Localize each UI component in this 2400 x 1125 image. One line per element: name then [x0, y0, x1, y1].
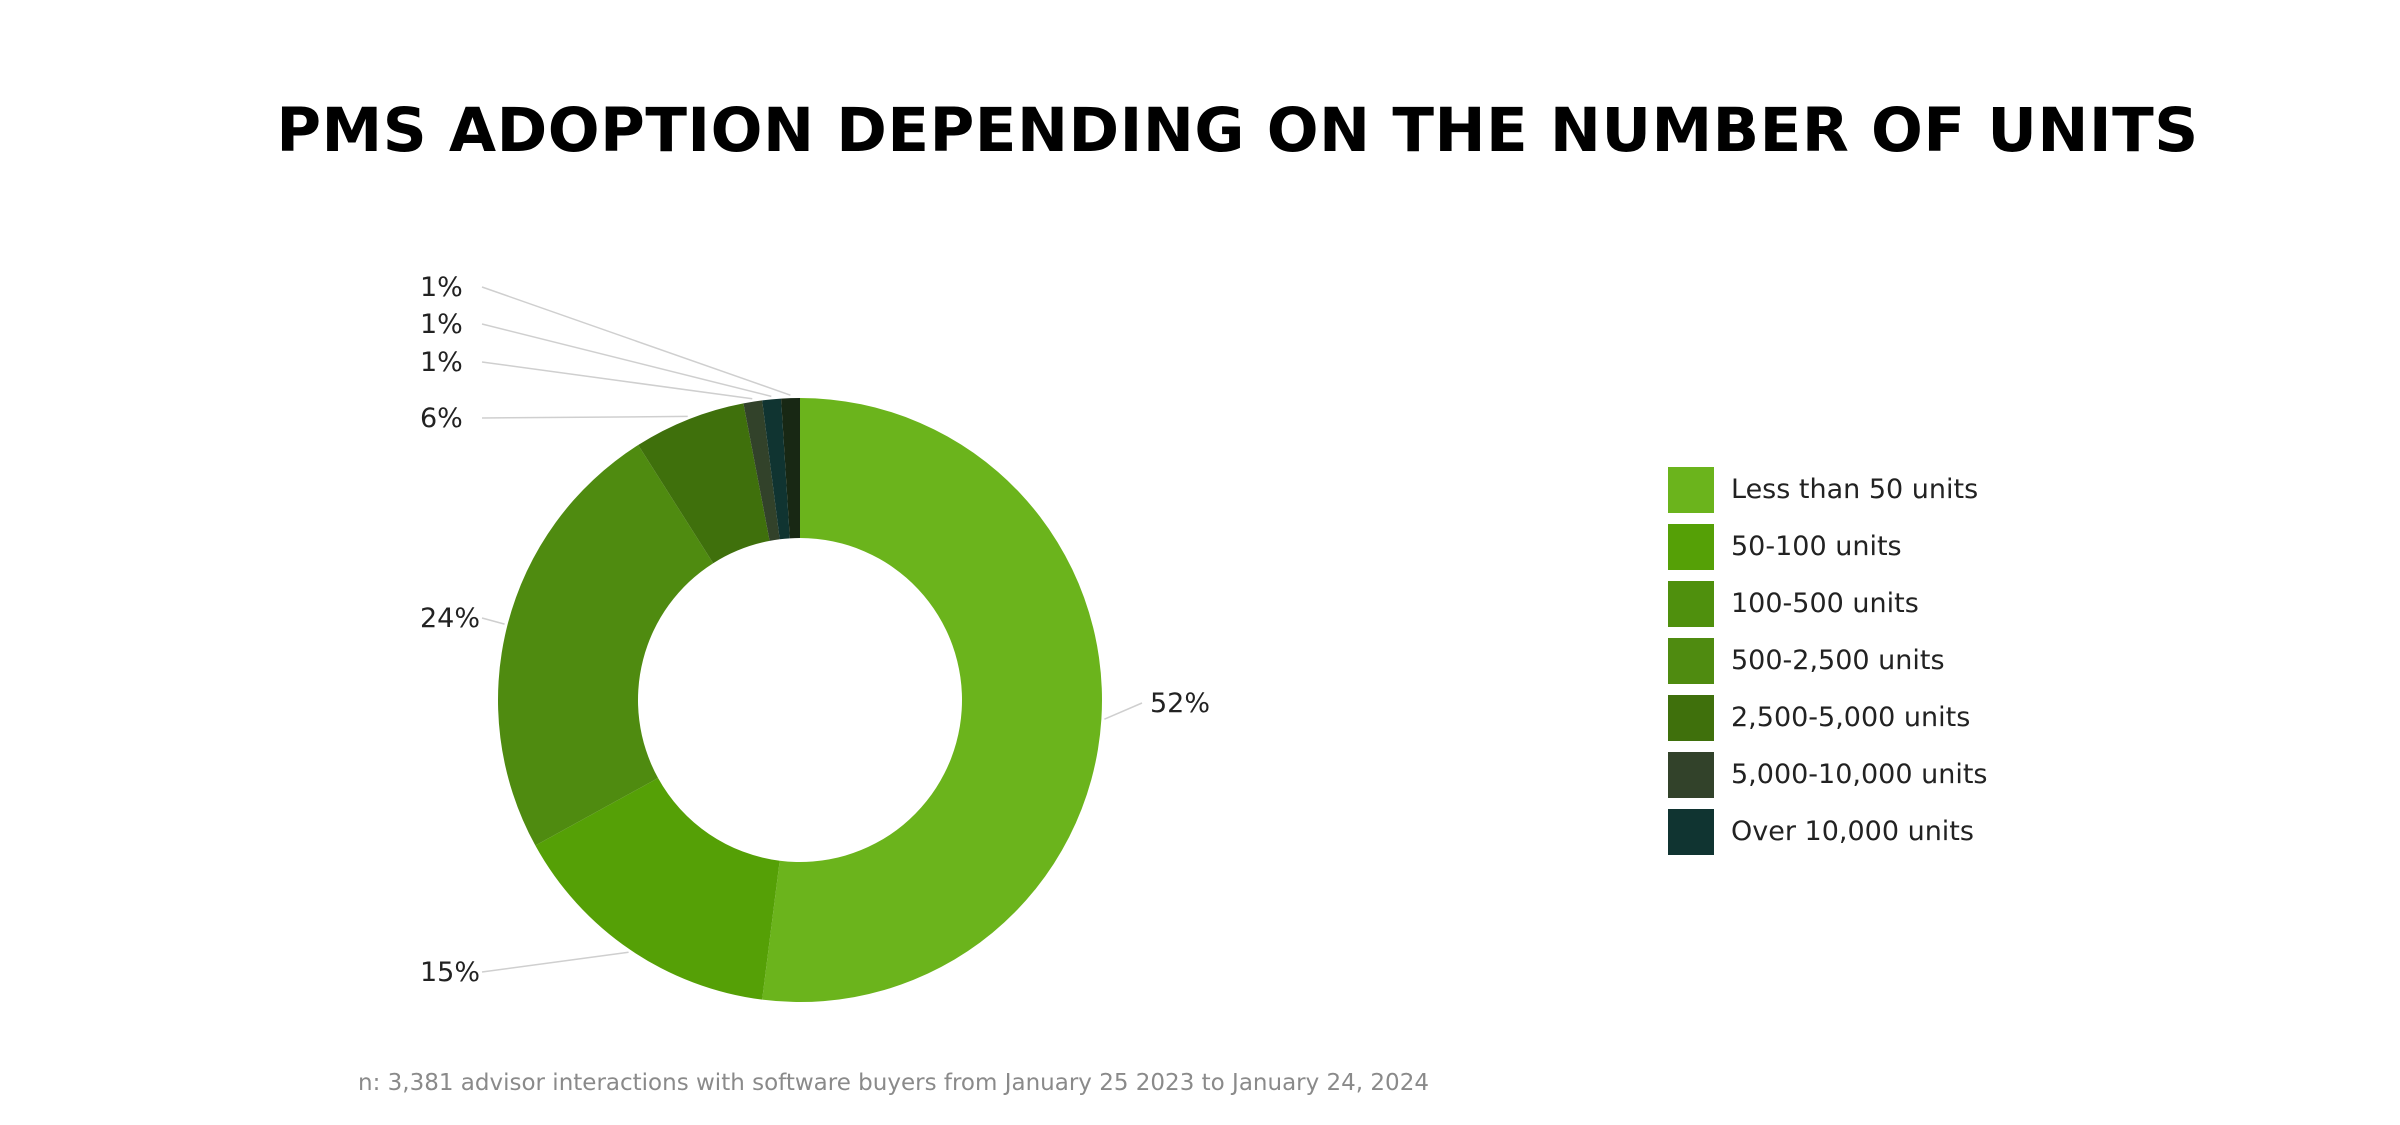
- data-label-500-2-500-units: 6%: [420, 403, 463, 434]
- data-label-100-500-units: 24%: [420, 603, 480, 634]
- legend-item: 500-2,500 units: [1668, 637, 1987, 684]
- legend-label: 500-2,500 units: [1731, 645, 1945, 676]
- slice-5-000-10-000-units: [762, 398, 790, 540]
- slice-50-100-units: [535, 778, 780, 1000]
- legend-item: 50-100 units: [1668, 523, 1987, 570]
- legend-swatch: [1668, 637, 1714, 684]
- leader-line: [481, 361, 753, 400]
- slice-less-than-50-units: [762, 398, 1102, 1002]
- leader-line: [481, 286, 791, 396]
- data-label-2-500-5-000-units: 1%: [420, 347, 463, 378]
- legend-swatch: [1668, 523, 1714, 570]
- legend-item: 2,500-5,000 units: [1668, 694, 1987, 741]
- donut-slices: [498, 398, 1102, 1002]
- slice-over-10-000-units: [781, 398, 800, 539]
- leader-line: [1104, 702, 1143, 720]
- legend-swatch: [1668, 580, 1714, 627]
- legend-label: Less than 50 units: [1731, 474, 1979, 505]
- legend-item: Over 10,000 units: [1668, 808, 1987, 855]
- leader-line: [481, 951, 629, 973]
- data-label-less-than-50-units: 52%: [1150, 688, 1210, 719]
- leader-line: [481, 617, 505, 625]
- slice-2-500-5-000-units: [743, 400, 780, 541]
- footnote: n: 3,381 advisor interactions with softw…: [358, 1070, 1429, 1096]
- legend-swatch: [1668, 694, 1714, 741]
- legend-label: 2,500-5,000 units: [1731, 702, 1971, 733]
- data-labels: 52% 15% 24% 6% 1% 1% 1%: [420, 272, 1210, 988]
- slice-100-500-units: [498, 445, 714, 846]
- legend-label: 100-500 units: [1731, 588, 1919, 619]
- legend-swatch: [1668, 751, 1714, 798]
- legend-item: 5,000-10,000 units: [1668, 751, 1988, 798]
- chart-title: PMS ADOPTION DEPENDING ON THE NUMBER OF …: [276, 95, 2199, 166]
- legend: Less than 50 units 50-100 units 100-500 …: [1668, 466, 1988, 866]
- legend-label: Over 10,000 units: [1731, 816, 1974, 847]
- legend-swatch: [1668, 466, 1714, 513]
- data-label-50-100-units: 15%: [420, 957, 480, 988]
- leader-line: [481, 415, 688, 419]
- legend-item: Less than 50 units: [1668, 466, 1987, 513]
- legend-item: 100-500 units: [1668, 580, 1987, 627]
- slice-500-2-500-units: [638, 403, 770, 564]
- legend-swatch: [1668, 808, 1714, 855]
- leader-lines: [481, 286, 1143, 973]
- leader-line: [481, 323, 772, 398]
- data-label-5-000-10-000-units: 1%: [420, 309, 463, 340]
- data-label-over-10-000-units: 1%: [420, 272, 463, 303]
- legend-label: 50-100 units: [1731, 531, 1902, 562]
- legend-label: 5,000-10,000 units: [1731, 759, 1988, 790]
